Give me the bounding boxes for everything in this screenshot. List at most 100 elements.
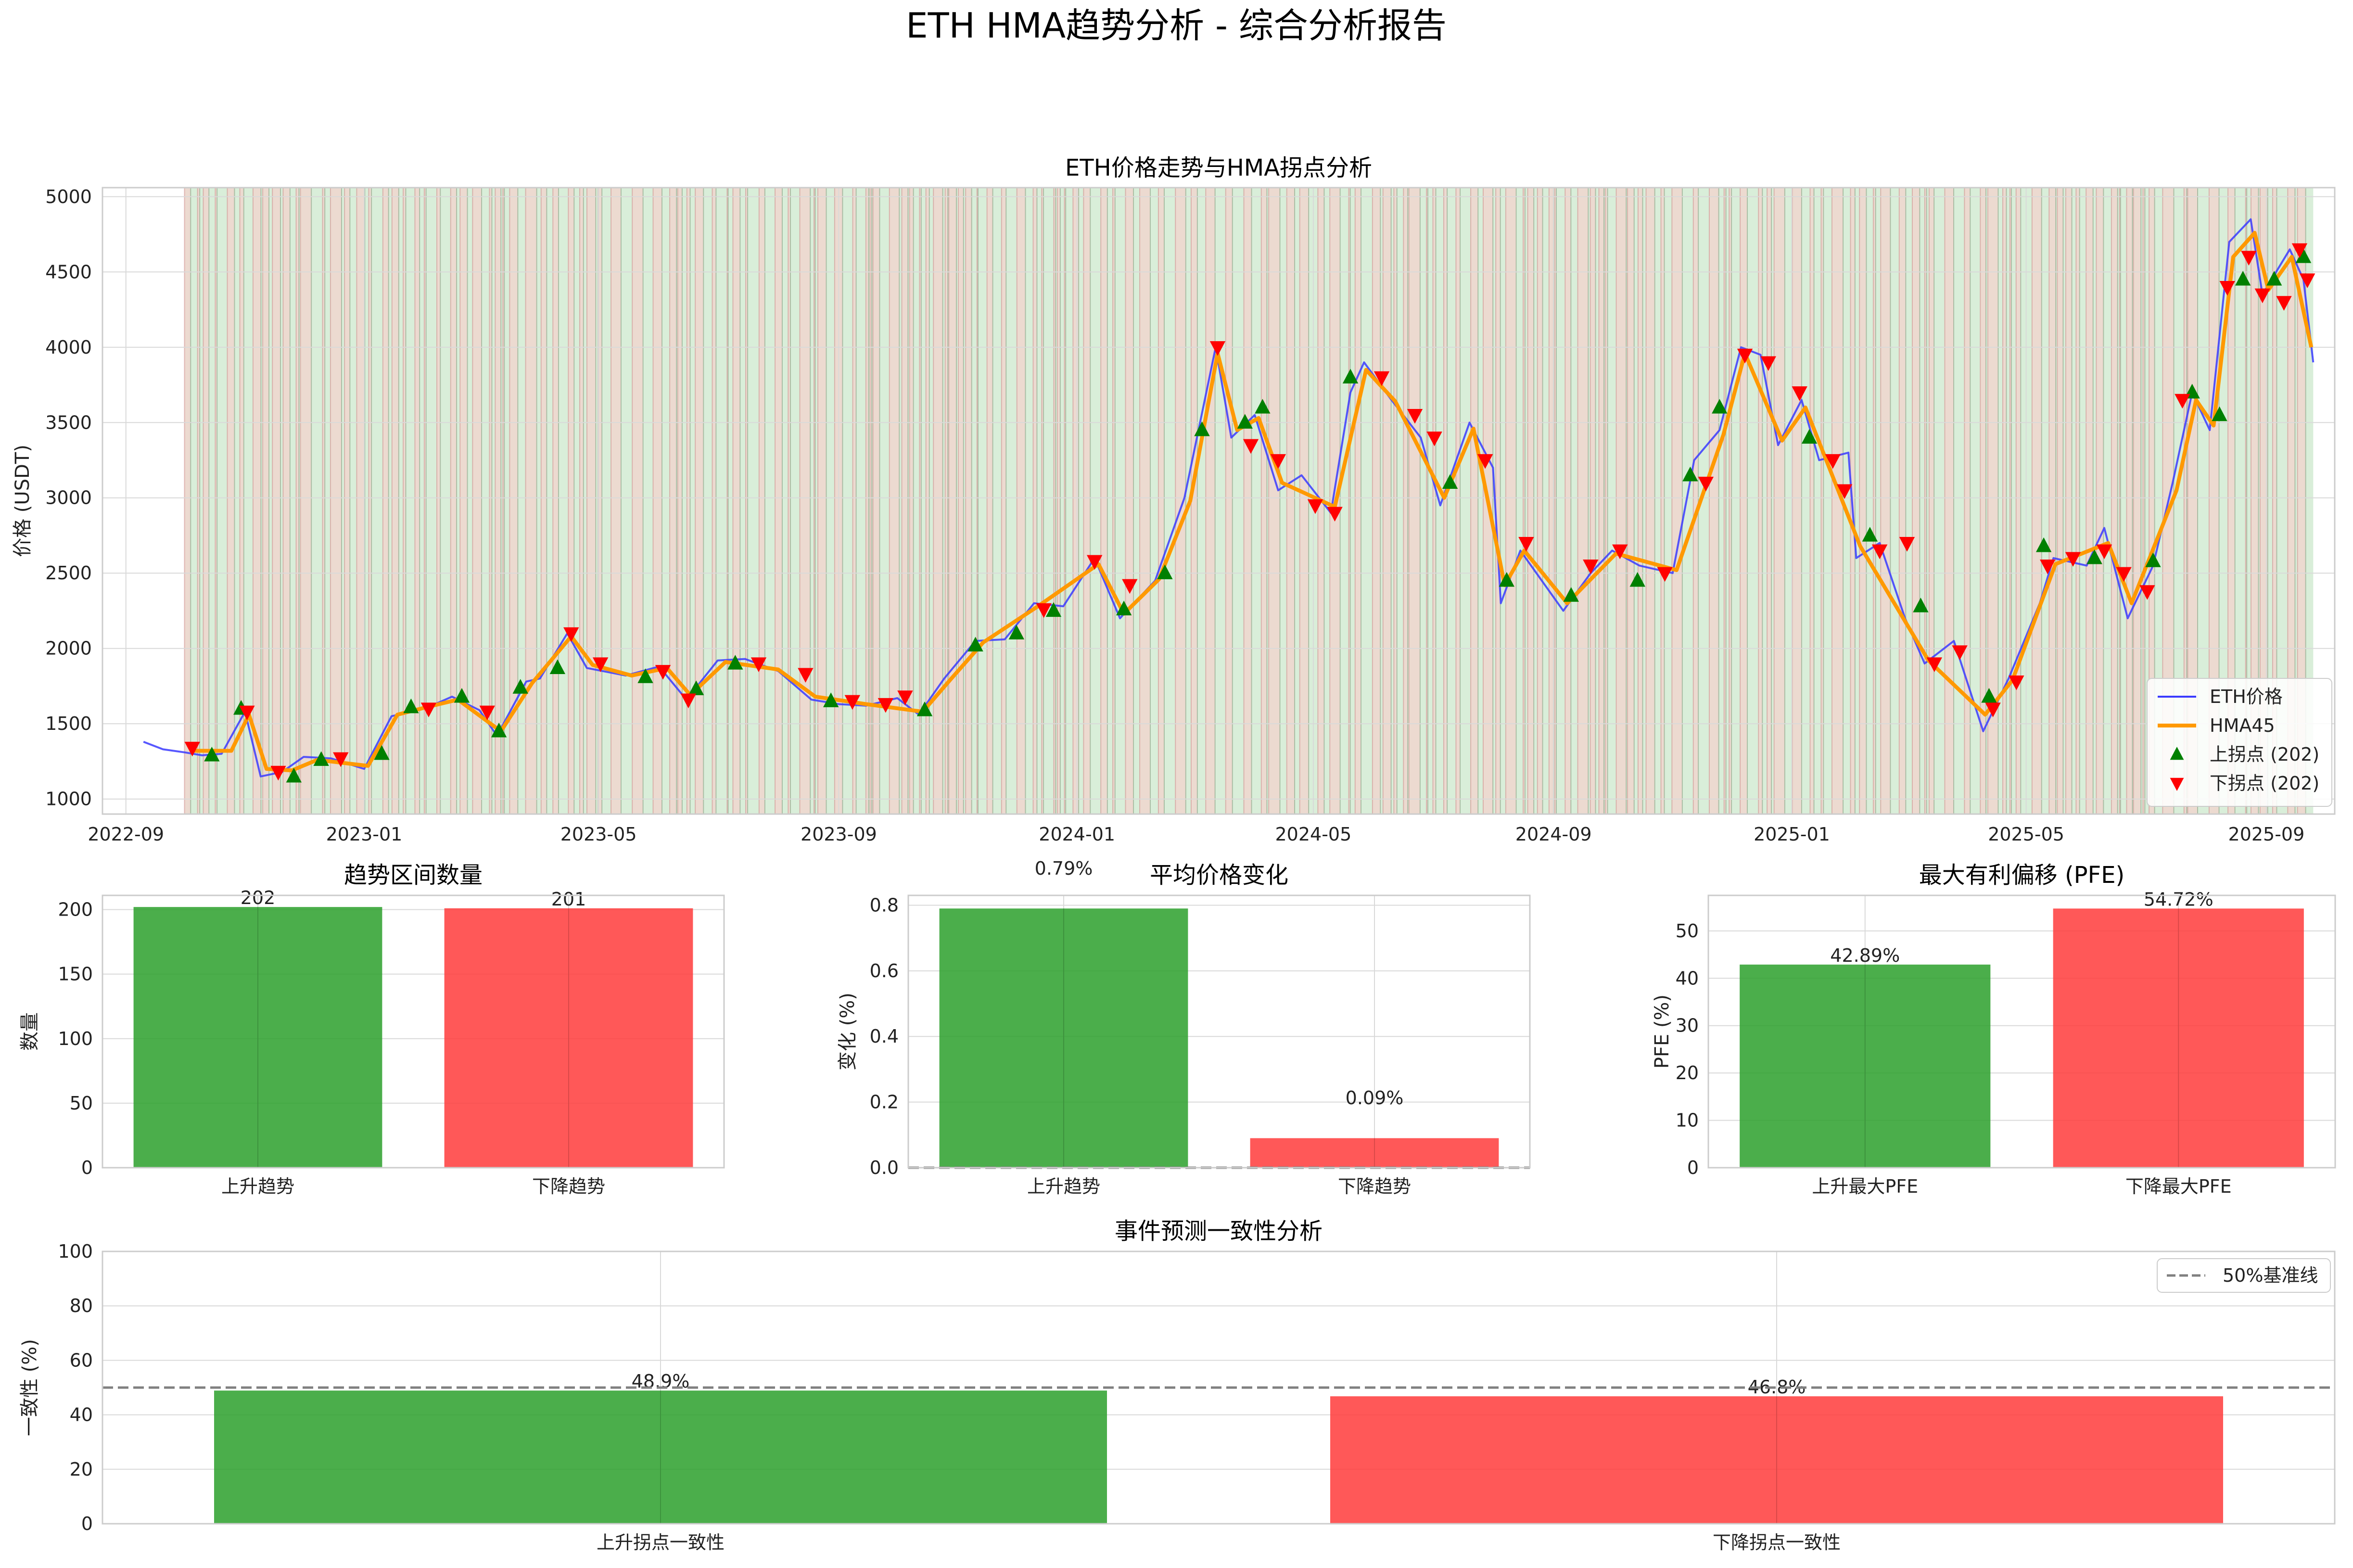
up-trend-region — [1843, 188, 1851, 814]
down-turning-point-marker — [479, 705, 495, 721]
up-trend-region — [1998, 188, 2003, 814]
up-trend-region — [1814, 188, 1821, 814]
up-trend-region — [1115, 188, 1126, 814]
up-trend-region — [2267, 188, 2273, 814]
y-tick-label: 200 — [58, 899, 93, 920]
up-trend-region — [602, 188, 611, 814]
up-trend-region — [1698, 188, 1709, 814]
down-trend-region — [1191, 188, 1197, 814]
legend-entry: 上拐点 (202) — [2210, 744, 2319, 765]
up-trend-region — [2011, 188, 2016, 814]
up-trend-region — [504, 188, 510, 814]
bar-chart-title: 最大有利偏移 (PFE) — [1919, 862, 2125, 889]
up-trend-region — [1970, 188, 1981, 814]
up-trend-region — [371, 188, 383, 814]
down-trend-region — [1456, 188, 1461, 814]
up-trend-region — [2103, 188, 2111, 814]
up-trend-region — [536, 188, 541, 814]
down-trend-region — [1646, 188, 1655, 814]
up-trend-region — [1855, 188, 1860, 814]
down-trend-region — [283, 188, 290, 814]
down-trend-region — [1261, 188, 1267, 814]
up-trend-region — [467, 188, 473, 814]
down-trend-region — [1017, 188, 1026, 814]
down-trend-region — [1627, 188, 1634, 814]
down-trend-region — [356, 188, 365, 814]
up-trend-region — [1556, 188, 1565, 814]
down-trend-region — [2065, 188, 2072, 814]
down-trend-region — [1616, 188, 1627, 814]
up-trend-region — [872, 188, 873, 814]
down-trend-region — [817, 188, 827, 814]
y-axis-label: PFE (%) — [1651, 994, 1673, 1069]
down-trend-region — [369, 188, 372, 814]
y-axis-label: 一致性 (%) — [19, 1339, 41, 1436]
y-axis-label: 价格 (USDT) — [12, 445, 34, 557]
up-turning-point-marker — [491, 722, 507, 738]
bar-up — [133, 907, 382, 1168]
down-trend-region — [1523, 188, 1525, 814]
up-trend-region — [764, 188, 776, 814]
down-trend-region — [1073, 188, 1079, 814]
down-trend-region — [902, 188, 908, 814]
down-trend-region — [1355, 188, 1361, 814]
down-trend-region — [1286, 188, 1295, 814]
up-trend-region — [1823, 188, 1832, 814]
up-trend-region — [2056, 188, 2058, 814]
up-turning-point-marker — [1045, 602, 1062, 617]
down-trend-region — [977, 188, 978, 814]
x-tick-label: 2024-09 — [1515, 824, 1592, 845]
down-trend-region — [525, 188, 537, 814]
down-trend-region — [1426, 188, 1428, 814]
up-turning-point-marker — [967, 637, 983, 652]
down-trend-region — [1042, 188, 1044, 814]
down-trend-region — [382, 188, 389, 814]
y-tick-label: 5000 — [45, 186, 92, 207]
up-turning-point-marker — [313, 751, 329, 766]
up-trend-region — [1588, 188, 1590, 814]
down-trend-region — [215, 188, 217, 814]
up-trend-region — [1427, 188, 1433, 814]
down-turning-point-marker — [2009, 675, 2024, 690]
down-turning-point-marker — [2241, 251, 2257, 266]
down-trend-region — [2010, 188, 2011, 814]
down-trend-region — [2096, 188, 2104, 814]
down-trend-region — [611, 188, 621, 814]
up-trend-region — [1762, 188, 1768, 814]
down-trend-region — [2184, 188, 2187, 814]
up-trend-region — [992, 188, 1002, 814]
up-trend-region — [1542, 188, 1549, 814]
down-trend-region — [865, 188, 869, 814]
up-trend-region — [2117, 188, 2120, 814]
up-trend-region — [1460, 188, 1471, 814]
down-trend-region — [2003, 188, 2007, 814]
up-turning-point-marker — [549, 659, 566, 675]
down-trend-region — [1505, 188, 1516, 814]
up-trend-region — [1920, 188, 1925, 814]
down-trend-region — [1693, 188, 1699, 814]
up-trend-region — [978, 188, 987, 814]
up-turning-point-marker — [727, 655, 743, 670]
down-turning-point-marker — [270, 765, 286, 781]
down-trend-region — [2288, 188, 2295, 814]
up-trend-region — [1801, 188, 1810, 814]
down-trend-region — [1964, 188, 1971, 814]
y-tick-label: 40 — [1676, 968, 1699, 989]
up-trend-region — [420, 188, 424, 814]
bar-up — [1740, 964, 1991, 1168]
y-tick-label: 4000 — [45, 337, 92, 358]
bar-chart-4: 事件预测一致性分析02040608010048.9%上升拐点一致性46.8%下降… — [19, 1218, 2336, 1553]
up-trend-region — [956, 188, 958, 814]
up-trend-region — [1731, 188, 1741, 814]
x-tick-label: 下降拐点一致性 — [1713, 1532, 1841, 1553]
up-trend-region — [2041, 188, 2049, 814]
down-turning-point-marker — [1327, 507, 1343, 522]
down-trend-region — [1859, 188, 1867, 814]
up-turning-point-marker — [2035, 537, 2052, 552]
down-trend-region — [873, 188, 880, 814]
up-trend-region — [2277, 188, 2288, 814]
down-trend-region — [1348, 188, 1350, 814]
up-trend-region — [1324, 188, 1330, 814]
x-tick-label: 2025-09 — [2228, 824, 2305, 845]
